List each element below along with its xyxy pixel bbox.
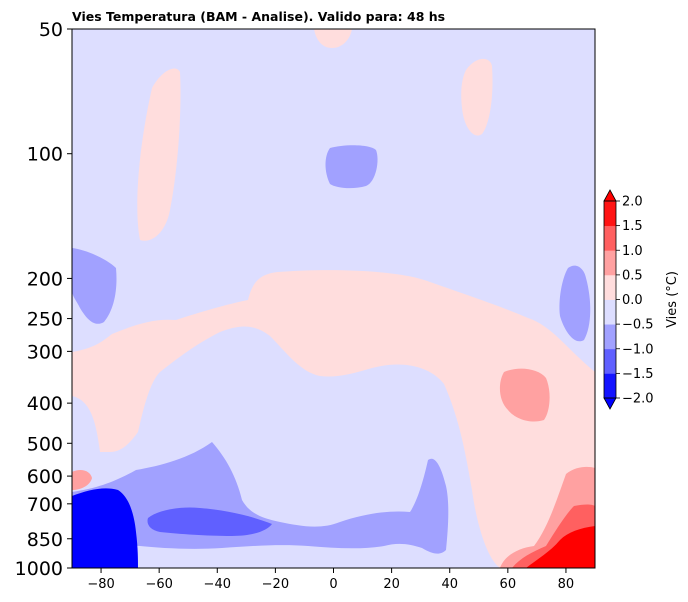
colorbar-segment <box>604 250 616 276</box>
contour-fields <box>72 29 595 568</box>
colorbar: −2.0 −1.5 −1.0 −0.5 0.0 0.5 1.0 1.5 2.0 <box>603 189 654 410</box>
contour-surface-warm-core <box>526 526 595 568</box>
colorbar-tick-label: −1.5 <box>622 367 654 382</box>
colorbar-tick-label: −1.0 <box>622 342 654 357</box>
x-tick-label: 20 <box>383 577 400 592</box>
contour-surface-warm-west <box>72 470 92 490</box>
y-tick-label: 700 <box>27 494 63 516</box>
x-tick-label: −20 <box>262 577 289 592</box>
x-tick-label: −40 <box>204 577 231 592</box>
x-tick-label: 80 <box>558 577 575 592</box>
y-tick-label: 250 <box>27 309 63 331</box>
colorbar-extend-over <box>603 189 617 202</box>
y-tick-label: 1000 <box>15 558 63 580</box>
plot-area <box>71 28 596 569</box>
contour-upper-warm-column <box>137 68 181 241</box>
colorbar-segment <box>604 299 616 325</box>
chart-title: Vies Temperatura (BAM - Analise). Valido… <box>72 9 445 24</box>
colorbar-segment <box>604 348 616 374</box>
y-tick-label: 850 <box>27 529 63 551</box>
colorbar-title: Vies (°C) <box>665 271 680 328</box>
y-tick-label: 100 <box>27 144 63 166</box>
colorbar-tick-label: −2.0 <box>622 392 654 407</box>
contour-lower-cold-core <box>72 488 138 568</box>
colorbar-segment <box>604 274 616 300</box>
colorbar-tick-label: 1.5 <box>622 219 643 234</box>
contour-mid-warm-patch <box>499 368 550 422</box>
contour-mid-cool-pocket <box>72 409 92 448</box>
colorbar-tick-label: 0.5 <box>622 268 643 283</box>
y-tick-label: 50 <box>39 19 63 41</box>
colorbar-segment <box>604 201 616 227</box>
colorbar-tick-label: 0.0 <box>622 293 643 308</box>
colorbar-tick-label: 2.0 <box>622 195 643 210</box>
contour-upper-warm-column-east <box>461 58 493 136</box>
x-tick-label: −60 <box>145 577 172 592</box>
contour-top-warm-blob <box>314 29 352 48</box>
contour-mid-warm-band <box>72 270 595 568</box>
colorbar-segment <box>604 225 616 251</box>
x-tick-label: −80 <box>87 577 114 592</box>
x-tick-label: 0 <box>329 577 337 592</box>
y-axis: 50 100 200 250 300 400 500 600 700 850 1000 <box>15 19 72 580</box>
colorbar-tick-label: 1.0 <box>622 244 643 259</box>
colorbar-extend-under <box>603 397 617 410</box>
contour-lower-cool-core <box>147 507 272 536</box>
x-axis: −80 −60 −40 −20 0 20 40 60 80 <box>87 568 574 592</box>
colorbar-segment <box>604 373 616 399</box>
contour-upper-cool-blob <box>325 145 378 189</box>
x-tick-label: 40 <box>441 577 458 592</box>
y-tick-label: 400 <box>27 393 63 415</box>
y-tick-label: 500 <box>27 433 63 455</box>
y-tick-label: 600 <box>27 466 63 488</box>
x-tick-label: 60 <box>500 577 517 592</box>
y-tick-label: 300 <box>27 341 63 363</box>
y-tick-label: 200 <box>27 268 63 290</box>
colorbar-segment <box>604 324 616 350</box>
contour-cool-blob-east <box>559 265 591 342</box>
contour-cool-blob-west <box>72 248 117 324</box>
colorbar-tick-label: −0.5 <box>622 318 654 333</box>
